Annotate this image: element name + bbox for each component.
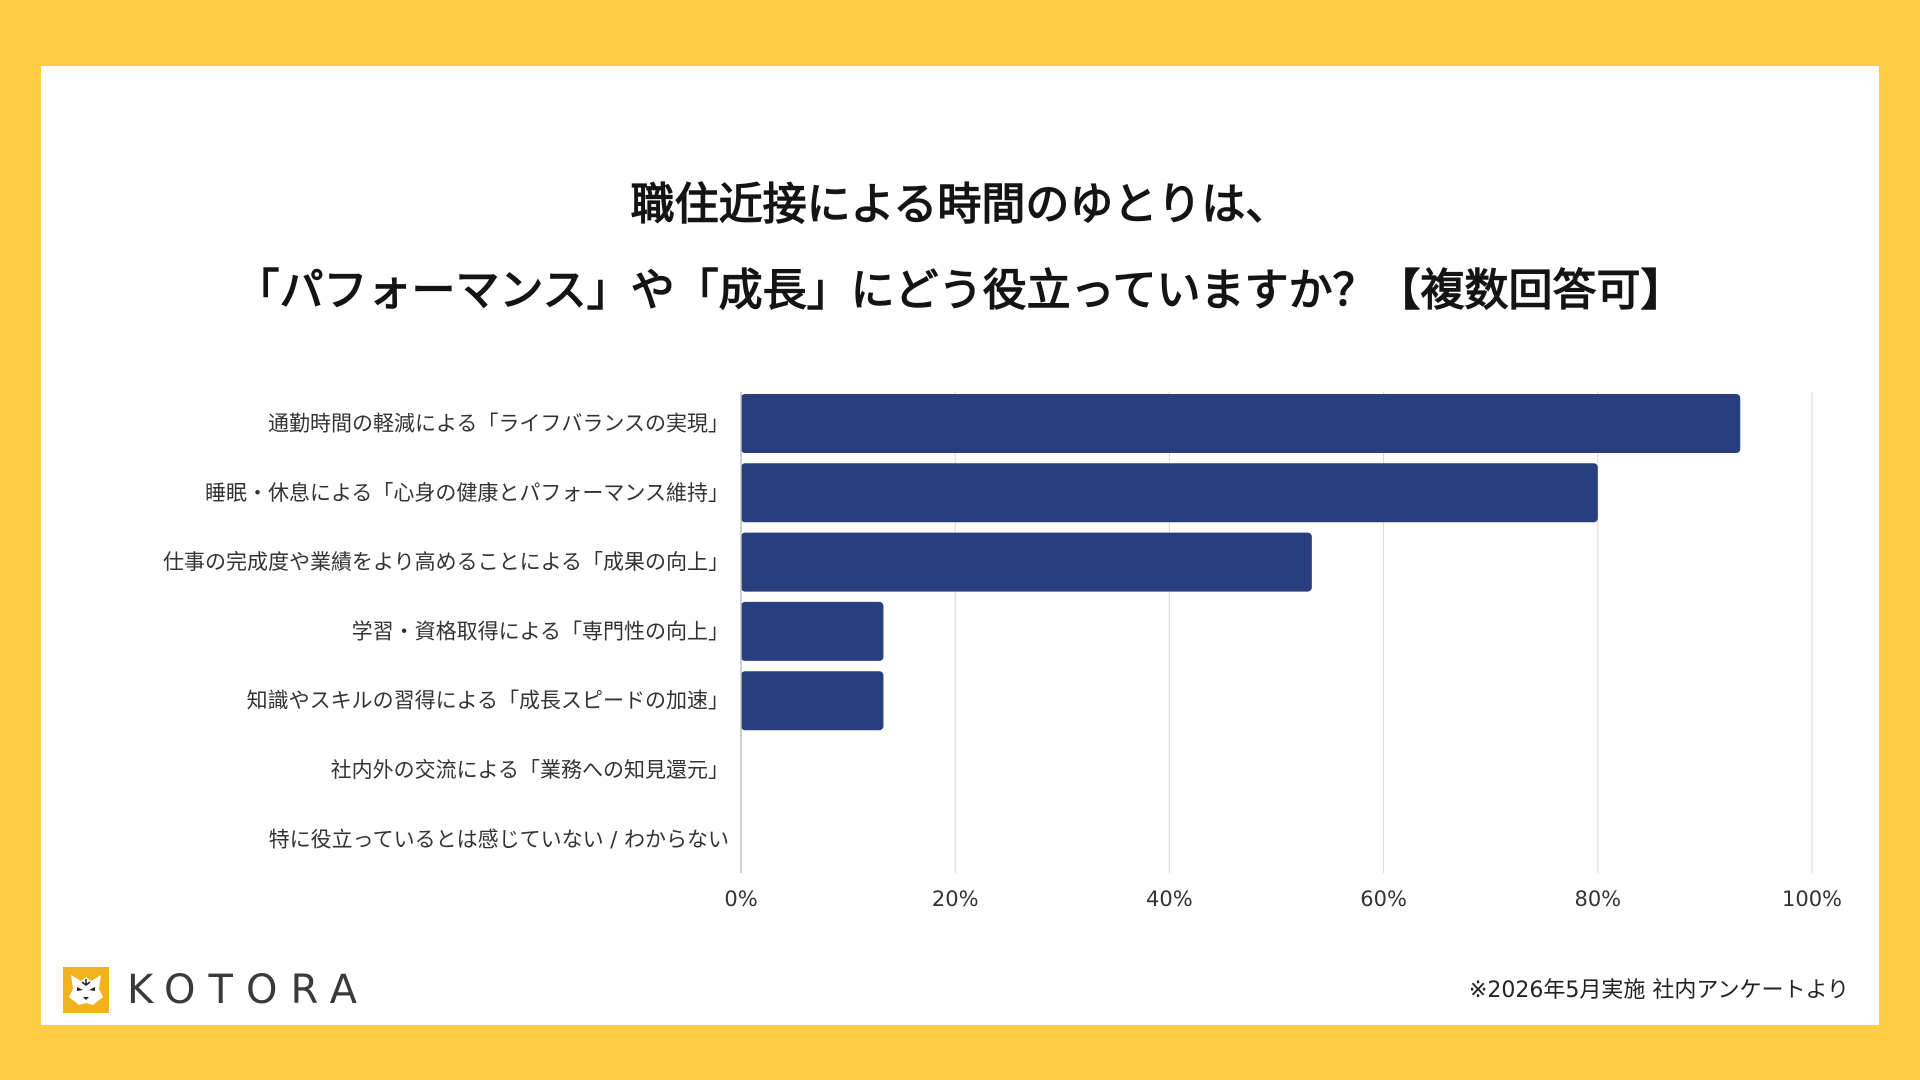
x-tick-label: 100% (1782, 887, 1842, 911)
bar (741, 463, 1598, 523)
category-label: 知識やスキルの習得による「成長スピードの加速」 (247, 689, 729, 713)
source-note: ※2026年5月実施 社内アンケートより (1468, 978, 1849, 1003)
bar-chart: 0% 20% 40% 60% 80% 100% 通勤時間の軽減による「ライフバランスの実現」… (163, 392, 1842, 911)
x-tick-label: 20% (932, 887, 979, 911)
bar (741, 601, 884, 661)
bar (741, 394, 1741, 453)
logo: KOTORA (63, 964, 370, 1016)
chart-title: 職住近接による時間のゆとりは、 「パフォーマンス」や「成長」にどう役立っています… (41, 162, 1879, 334)
tiger-face-icon (63, 967, 109, 1013)
category-label: 仕事の完成度や業績をより高めることによる「成果の向上」 (163, 550, 729, 574)
chart-card: 職住近接による時間のゆとりは、 「パフォーマンス」や「成長」にどう役立っています… (41, 66, 1879, 1025)
category-label: 通勤時間の軽減による「ライフバランスの実現」 (268, 412, 729, 436)
bar (741, 671, 884, 731)
category-label: 学習・資格取得による「専門性の向上」 (352, 619, 729, 643)
category-label: 睡眠・休息による「心身の健康とパフォーマンス維持」 (205, 481, 729, 505)
logo-text: KOTORA (127, 967, 370, 1013)
x-tick-label: 60% (1360, 887, 1407, 911)
chart-title-line-1: 職住近接による時間のゆとりは、 (630, 179, 1290, 230)
bar (741, 532, 1312, 592)
category-label: 社内外の交流による「業務への知見還元」 (331, 758, 729, 782)
chart-title-line-2: 「パフォーマンス」や「成長」にどう役立っていますか？【複数回答可】 (235, 265, 1685, 316)
x-tick-label: 40% (1146, 887, 1193, 911)
category-label: 特に役立っているとは感じていない / わからない (269, 827, 729, 851)
x-tick-label: 80% (1574, 887, 1621, 911)
x-tick-label: 0% (724, 887, 757, 911)
